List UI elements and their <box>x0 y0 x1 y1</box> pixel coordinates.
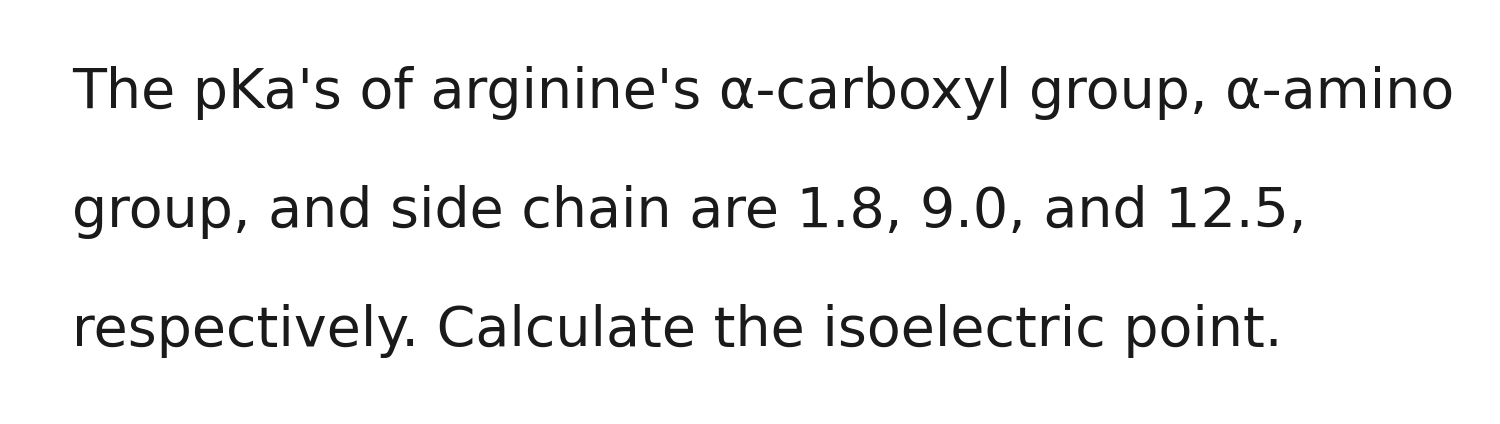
Text: The pKa's of arginine's α-carboxyl group, α-amino: The pKa's of arginine's α-carboxyl group… <box>72 66 1454 120</box>
Text: group, and side chain are 1.8, 9.0, and 12.5,: group, and side chain are 1.8, 9.0, and … <box>72 185 1306 239</box>
Text: respectively. Calculate the isoelectric point.: respectively. Calculate the isoelectric … <box>72 304 1282 358</box>
